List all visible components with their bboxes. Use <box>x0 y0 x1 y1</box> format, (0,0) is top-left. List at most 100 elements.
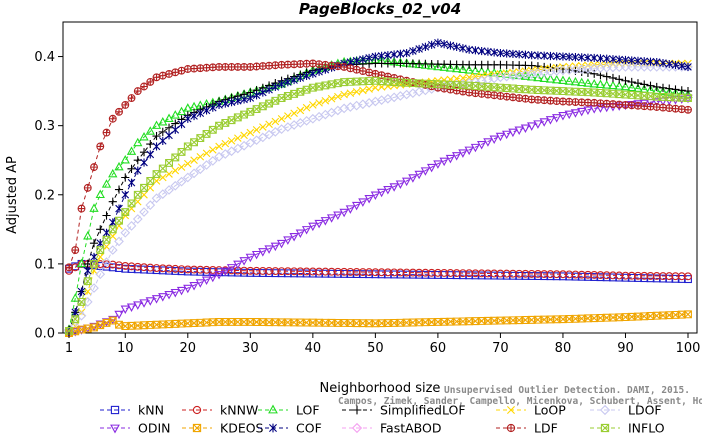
data-point <box>120 227 131 238</box>
series-line <box>68 263 689 277</box>
data-point <box>558 112 568 121</box>
series-ldf <box>65 59 692 272</box>
legend-label: INFLO <box>628 421 665 434</box>
data-point <box>633 62 643 72</box>
data-point <box>602 54 611 63</box>
data-point <box>445 154 456 164</box>
data-point <box>65 326 73 335</box>
data-point <box>132 214 143 224</box>
data-point <box>102 235 111 244</box>
data-point <box>207 156 218 166</box>
data-point <box>658 86 668 96</box>
data-point <box>77 287 86 296</box>
data-point <box>70 328 80 337</box>
data-point <box>83 277 92 286</box>
data-point <box>271 117 280 126</box>
data-point <box>158 164 167 173</box>
data-point <box>539 73 549 82</box>
data-point <box>451 63 462 73</box>
data-point <box>440 40 448 49</box>
data-point <box>189 168 199 179</box>
data-point <box>577 53 586 62</box>
legend-entry-odin: ODIN <box>100 421 171 434</box>
y-tick-label: 0.2 <box>34 188 55 203</box>
data-point <box>315 82 324 91</box>
series-inflo <box>65 76 692 335</box>
data-point <box>506 423 516 433</box>
data-point <box>108 197 117 206</box>
data-point <box>521 50 530 59</box>
data-point <box>589 78 599 88</box>
data-point <box>527 51 536 60</box>
data-point <box>140 190 148 199</box>
data-point <box>490 48 498 57</box>
data-point <box>133 190 142 199</box>
data-point <box>258 248 268 257</box>
data-point <box>296 73 305 83</box>
data-point <box>465 45 473 54</box>
data-point <box>164 185 174 195</box>
data-point <box>609 55 617 64</box>
data-point <box>665 84 674 93</box>
data-point <box>265 85 273 94</box>
data-point <box>177 120 186 129</box>
data-point <box>177 147 186 156</box>
data-point <box>390 50 398 59</box>
y-tick-label: 0.1 <box>34 257 55 272</box>
data-point <box>227 116 236 125</box>
legend-label: kNN <box>138 403 164 418</box>
data-point <box>120 305 130 315</box>
data-point <box>677 88 687 98</box>
data-point <box>71 246 80 254</box>
data-point <box>308 83 317 92</box>
data-point <box>646 57 655 66</box>
data-point <box>296 87 305 96</box>
data-point <box>401 177 412 187</box>
data-point <box>471 72 480 81</box>
data-point <box>90 267 98 275</box>
data-point <box>484 47 492 56</box>
data-point <box>96 246 105 255</box>
data-point <box>182 172 193 183</box>
data-point <box>509 49 517 59</box>
data-point <box>659 58 667 68</box>
data-point <box>602 80 612 89</box>
data-point <box>600 423 610 433</box>
data-point <box>627 82 637 92</box>
data-point <box>590 69 599 78</box>
data-point <box>192 423 202 433</box>
data-point <box>309 101 317 109</box>
legend-entry-knn: kNN <box>100 403 164 418</box>
data-point <box>415 44 423 54</box>
data-point <box>196 152 205 161</box>
data-point <box>359 55 367 64</box>
data-point <box>133 301 143 310</box>
data-point <box>308 222 318 232</box>
data-point <box>276 239 287 249</box>
data-point <box>133 166 142 175</box>
data-point <box>96 225 105 234</box>
data-point <box>389 183 399 192</box>
data-point <box>277 80 286 89</box>
x-tick-label: 40 <box>305 341 322 356</box>
data-point <box>227 98 236 107</box>
data-point <box>208 125 217 134</box>
data-point <box>176 286 187 296</box>
data-point <box>564 110 574 120</box>
data-point <box>71 308 80 317</box>
data-point <box>439 157 449 167</box>
legend-entry-loop: LoOP <box>496 403 566 418</box>
data-point <box>102 128 111 137</box>
data-point <box>126 303 137 312</box>
data-point <box>358 198 368 207</box>
data-point <box>184 159 192 168</box>
series-knnw <box>65 259 692 281</box>
data-point <box>83 184 92 192</box>
data-point <box>599 404 611 416</box>
data-point <box>257 132 268 143</box>
data-point <box>102 211 111 220</box>
data-point <box>476 66 487 76</box>
data-point <box>371 52 380 61</box>
legend-label: ODIN <box>138 421 171 434</box>
data-point <box>170 288 180 298</box>
